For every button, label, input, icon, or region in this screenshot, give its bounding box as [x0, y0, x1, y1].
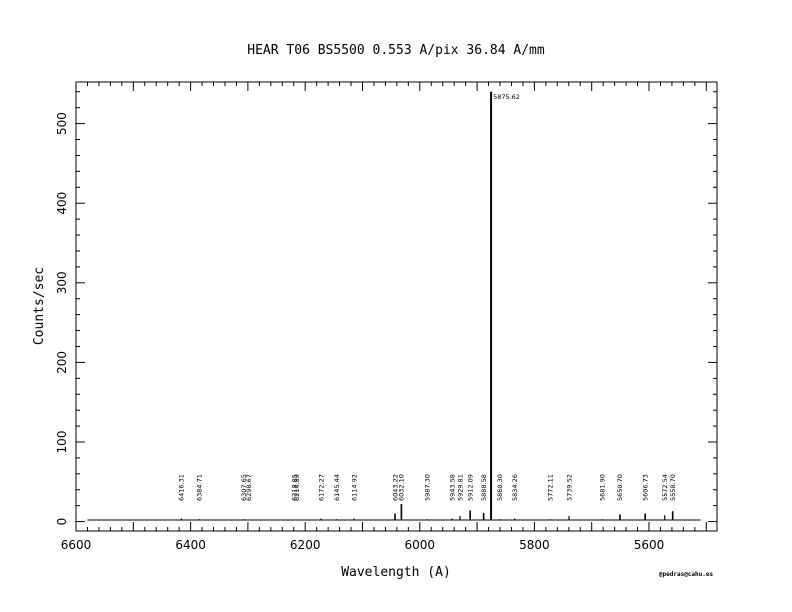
x-tick-label: 6400: [175, 538, 206, 552]
peak-label: 6114.92: [350, 474, 358, 501]
y-tick-label: 300: [55, 271, 69, 294]
peak-label: 6307.65: [240, 474, 248, 501]
peak-label: 6032.10: [398, 474, 406, 501]
peak-label: 5929.81: [456, 474, 464, 501]
y-axis-label: Counts/sec: [32, 267, 47, 345]
y-tick-label: 500: [55, 112, 69, 135]
peak-label: 5772.11: [547, 474, 555, 501]
peak-label: 6043.22: [391, 474, 399, 501]
plot-area: [87, 91, 701, 521]
peak-label: 6218.85: [291, 474, 299, 501]
x-axis: 6600 6400 6200 6000 5800 5600: [61, 82, 707, 552]
peak-label: 5606.73: [641, 474, 649, 501]
peak-label: 5572.54: [661, 474, 669, 501]
x-tick-label: 6000: [405, 538, 436, 552]
y-tick-label: 400: [55, 192, 69, 215]
credit-text: @pedras@cahu.es: [659, 571, 714, 578]
peak-label: 5888.58: [480, 474, 488, 501]
peak-label: 6384.71: [196, 474, 204, 501]
peak-label: 5650.70: [616, 474, 624, 501]
peak-label: 5943.58: [448, 474, 456, 501]
y-axis: 0 100 200 300 400 500: [55, 91, 717, 526]
x-tick-label: 6600: [61, 538, 92, 552]
peak-label: 6298.67: [245, 474, 253, 501]
y-tick-label: 0: [55, 518, 69, 526]
x-axis-label: Wavelength (A): [341, 565, 451, 580]
x-tick-label: 5800: [519, 538, 550, 552]
peak-label: 5860.30: [496, 474, 504, 501]
peak-label: 6416.31: [178, 474, 186, 501]
peak-label: 5558.70: [669, 474, 677, 501]
peak-label: 6145.44: [333, 474, 341, 501]
chart-title: HEAR T06 BS5500 0.553 A/pix 36.84 A/mm: [247, 43, 545, 58]
peak-label: 5912.09: [467, 474, 475, 501]
peak-label: 5834.26: [511, 474, 519, 501]
peak-label: 5681.90: [598, 474, 606, 501]
y-tick-label: 100: [55, 431, 69, 454]
peak-label: 6214.89: [293, 474, 301, 501]
x-tick-label: 6200: [290, 538, 321, 552]
peak-label: 5875.62: [493, 93, 520, 101]
peak-label: 6172.27: [317, 474, 325, 501]
peak-label: 5987.30: [423, 474, 431, 501]
peak-label: 5739.52: [565, 474, 573, 501]
y-tick-label: 200: [55, 351, 69, 374]
plot-frame: [75, 81, 718, 532]
x-tick-label: 5600: [634, 538, 665, 552]
